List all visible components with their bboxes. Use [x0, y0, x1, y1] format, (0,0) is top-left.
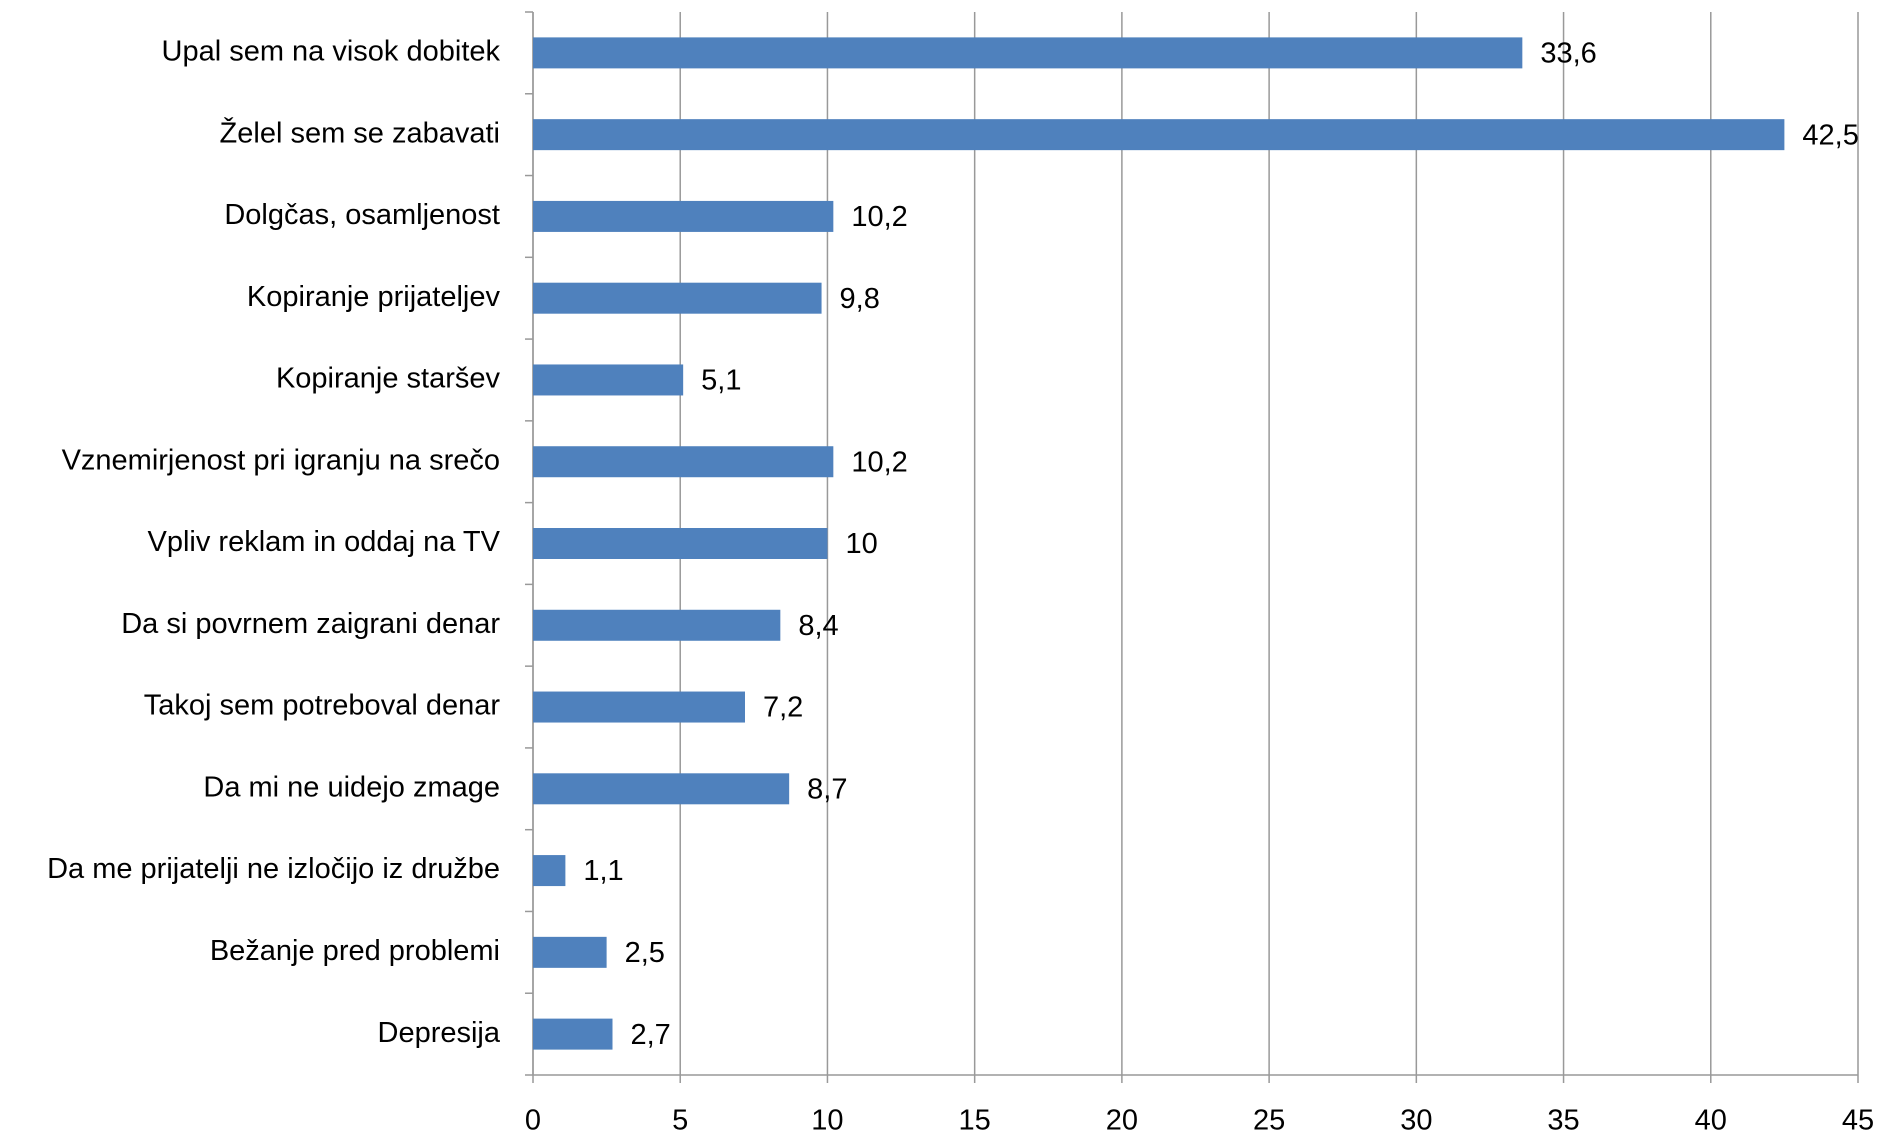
- x-tick-label: 5: [672, 1105, 688, 1135]
- value-label: 2,7: [631, 1019, 671, 1051]
- value-label: 5,1: [701, 365, 741, 397]
- value-label: 10: [845, 528, 877, 560]
- bar: [533, 37, 1523, 69]
- value-label: 9,8: [840, 283, 880, 315]
- y-tick-label: Bežanje pred problemi: [210, 935, 500, 967]
- y-tick-label: Da si povrnem zaigrani denar: [121, 608, 500, 640]
- bar: [533, 282, 822, 314]
- value-label: 7,2: [763, 692, 803, 724]
- bar: [533, 119, 1785, 151]
- value-label: 1,1: [583, 855, 623, 887]
- bar: [533, 855, 566, 887]
- x-tick-label: 45: [1842, 1105, 1874, 1135]
- bar: [533, 200, 834, 232]
- bar: [533, 609, 781, 641]
- bar: [533, 691, 745, 723]
- x-tick-label: 20: [1106, 1105, 1138, 1135]
- x-tick-label: 0: [525, 1105, 541, 1135]
- value-label: 8,7: [807, 773, 847, 805]
- bar: [533, 936, 607, 968]
- y-tick-label: Kopiranje prijateljev: [247, 281, 501, 313]
- y-tick-label: Takoj sem potreboval denar: [144, 690, 501, 722]
- y-tick-label: Želel sem se zabavati: [220, 116, 500, 149]
- bar: [533, 446, 834, 478]
- bar: [533, 528, 828, 559]
- y-tick-label: Depresija: [378, 1017, 501, 1049]
- x-tick-label: 10: [811, 1105, 843, 1135]
- y-tick-label: Da mi ne uidejo zmage: [203, 771, 500, 803]
- bar: [533, 773, 790, 805]
- y-tick-label: Dolgčas, osamljenost: [224, 199, 500, 231]
- value-label: 8,4: [798, 610, 838, 642]
- value-label: 33,6: [1540, 38, 1596, 70]
- x-tick-label: 25: [1253, 1105, 1285, 1135]
- y-tick-label: Da me prijatelji ne izločijo iz družbe: [47, 853, 500, 885]
- x-tick-label: 30: [1400, 1105, 1432, 1135]
- value-label: 10,2: [851, 446, 907, 478]
- bar: [533, 364, 684, 396]
- x-tick-label: 35: [1547, 1105, 1579, 1135]
- y-tick-label: Vznemirjenost pri igranju na srečo: [62, 444, 500, 476]
- y-tick-label: Kopiranje staršev: [276, 363, 501, 395]
- x-tick-label: 15: [959, 1105, 991, 1135]
- value-label: 42,5: [1802, 119, 1858, 151]
- y-tick-label: Upal sem na visok dobitek: [162, 36, 501, 68]
- bar: [533, 1018, 613, 1050]
- y-tick-label: Vpliv reklam in oddaj na TV: [148, 526, 501, 558]
- x-tick-label: 40: [1695, 1105, 1727, 1135]
- value-label: 2,5: [625, 937, 665, 969]
- value-label: 10,2: [851, 201, 907, 233]
